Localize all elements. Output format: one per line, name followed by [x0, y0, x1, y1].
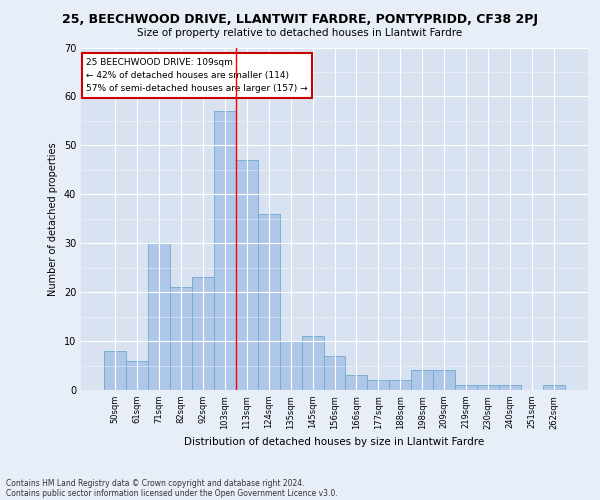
Bar — [302, 336, 323, 390]
Bar — [104, 351, 126, 390]
Bar — [499, 385, 521, 390]
Y-axis label: Number of detached properties: Number of detached properties — [48, 142, 58, 296]
Bar — [148, 243, 170, 390]
Bar — [236, 160, 257, 390]
Text: Contains HM Land Registry data © Crown copyright and database right 2024.: Contains HM Land Registry data © Crown c… — [6, 478, 305, 488]
Bar — [257, 214, 280, 390]
Bar — [477, 385, 499, 390]
Bar — [412, 370, 433, 390]
Bar — [280, 341, 302, 390]
X-axis label: Distribution of detached houses by size in Llantwit Fardre: Distribution of detached houses by size … — [184, 437, 485, 447]
Bar — [170, 287, 192, 390]
Bar — [192, 278, 214, 390]
Text: Contains public sector information licensed under the Open Government Licence v3: Contains public sector information licen… — [6, 488, 338, 498]
Text: 25 BEECHWOOD DRIVE: 109sqm
← 42% of detached houses are smaller (114)
57% of sem: 25 BEECHWOOD DRIVE: 109sqm ← 42% of deta… — [86, 58, 308, 93]
Bar — [389, 380, 412, 390]
Bar — [214, 111, 236, 390]
Bar — [126, 360, 148, 390]
Text: Size of property relative to detached houses in Llantwit Fardre: Size of property relative to detached ho… — [137, 28, 463, 38]
Bar — [346, 376, 367, 390]
Text: 25, BEECHWOOD DRIVE, LLANTWIT FARDRE, PONTYPRIDD, CF38 2PJ: 25, BEECHWOOD DRIVE, LLANTWIT FARDRE, PO… — [62, 12, 538, 26]
Bar — [433, 370, 455, 390]
Bar — [455, 385, 477, 390]
Bar — [323, 356, 346, 390]
Bar — [367, 380, 389, 390]
Bar — [543, 385, 565, 390]
